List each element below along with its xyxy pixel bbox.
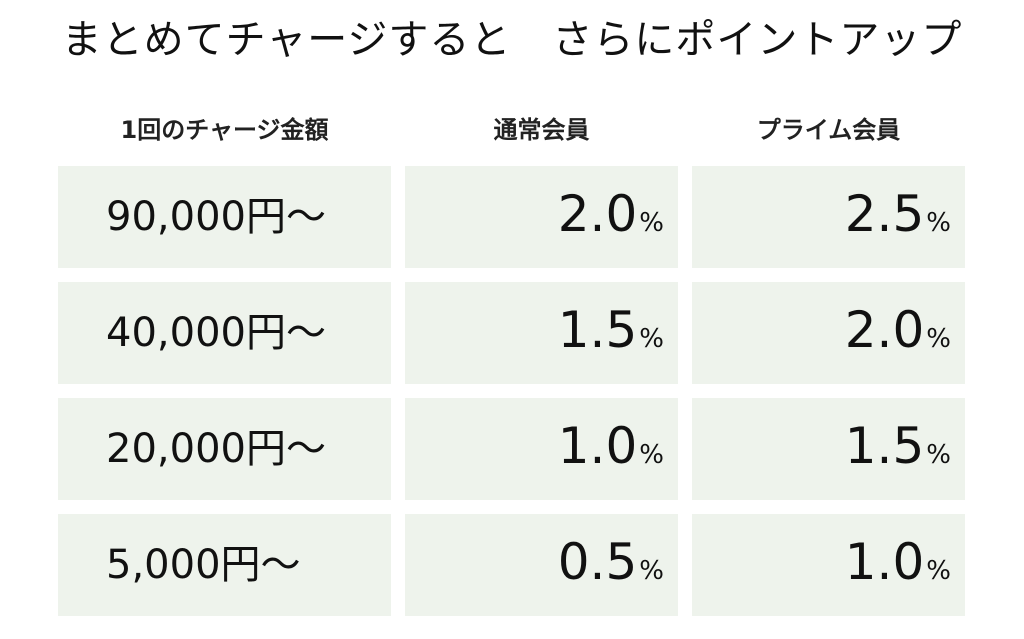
table-row: 90,000円〜 2.0% 2.5% bbox=[0, 166, 1024, 268]
percent-unit: % bbox=[926, 324, 951, 354]
column-header-regular-member: 通常会員 bbox=[493, 116, 590, 144]
regular-rate-cell: 1.5% bbox=[405, 282, 678, 384]
prime-rate-value: 2.0 bbox=[844, 301, 925, 359]
table-row: 40,000円〜 1.5% 2.0% bbox=[0, 282, 1024, 384]
prime-rate-cell: 1.5% bbox=[692, 398, 965, 500]
charge-amount: 20,000円〜 bbox=[106, 426, 326, 472]
percent-unit: % bbox=[639, 556, 664, 586]
amount-cell: 5,000円〜 bbox=[58, 514, 391, 616]
amount-cell: 40,000円〜 bbox=[58, 282, 391, 384]
regular-rate-cell: 2.0% bbox=[405, 166, 678, 268]
regular-rate-value: 1.5 bbox=[557, 301, 638, 359]
table-row: 20,000円〜 1.0% 1.5% bbox=[0, 398, 1024, 500]
amount-cell: 90,000円〜 bbox=[58, 166, 391, 268]
page-title: まとめてチャージすると さらにポイントアップ bbox=[61, 17, 963, 63]
regular-rate-cell: 1.0% bbox=[405, 398, 678, 500]
regular-rate-value: 0.5 bbox=[557, 533, 638, 591]
amount-cell: 20,000円〜 bbox=[58, 398, 391, 500]
prime-rate-value: 1.0 bbox=[844, 533, 925, 591]
charge-amount: 5,000円〜 bbox=[106, 542, 301, 588]
percent-unit: % bbox=[926, 208, 951, 238]
prime-rate-cell: 1.0% bbox=[692, 514, 965, 616]
table-row: 5,000円〜 0.5% 1.0% bbox=[0, 514, 1024, 616]
regular-rate-value: 1.0 bbox=[557, 417, 638, 475]
charge-amount: 90,000円〜 bbox=[106, 194, 326, 240]
prime-rate-cell: 2.0% bbox=[692, 282, 965, 384]
percent-unit: % bbox=[639, 324, 664, 354]
percent-unit: % bbox=[639, 440, 664, 470]
column-header-charge-amount: 1回のチャージ金額 bbox=[120, 116, 329, 144]
regular-rate-cell: 0.5% bbox=[405, 514, 678, 616]
percent-unit: % bbox=[639, 208, 664, 238]
regular-rate-value: 2.0 bbox=[557, 185, 638, 243]
column-header-prime-member: プライム会員 bbox=[756, 116, 901, 144]
prime-rate-value: 1.5 bbox=[844, 417, 925, 475]
percent-unit: % bbox=[926, 440, 951, 470]
charge-amount: 40,000円〜 bbox=[106, 310, 326, 356]
prime-rate-cell: 2.5% bbox=[692, 166, 965, 268]
prime-rate-value: 2.5 bbox=[844, 185, 925, 243]
percent-unit: % bbox=[926, 556, 951, 586]
